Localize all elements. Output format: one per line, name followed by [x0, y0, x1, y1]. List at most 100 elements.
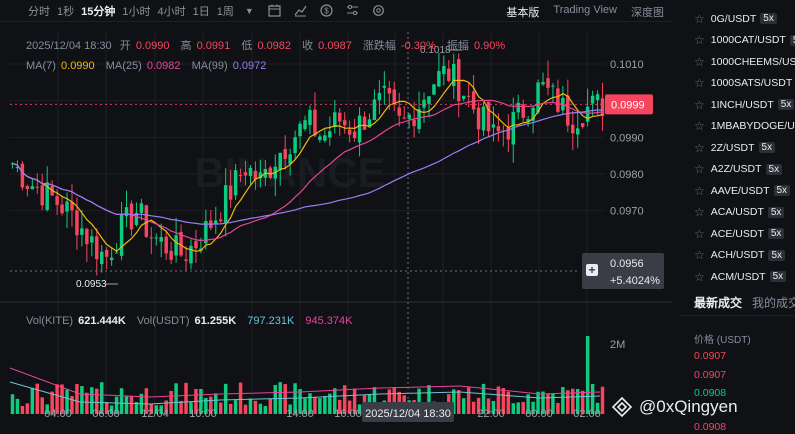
- binance-square-icon: [611, 396, 633, 418]
- candle-body: [45, 182, 49, 210]
- time-tick: 06:00: [92, 408, 120, 420]
- star-icon[interactable]: ☆: [694, 76, 705, 91]
- pair-row[interactable]: ☆ 1MBABYDOGE/USDT: [680, 116, 795, 138]
- volume-bar: [561, 387, 565, 414]
- star-icon[interactable]: ☆: [694, 269, 705, 284]
- star-icon[interactable]: ☆: [694, 33, 705, 48]
- candle-body: [308, 109, 312, 126]
- timeframe-tick[interactable]: 分时: [28, 5, 50, 18]
- vol-ma1-value: 797.231K: [247, 315, 295, 327]
- candle-body: [362, 116, 367, 130]
- view-tradingview[interactable]: Trading View: [553, 4, 617, 16]
- kline-chart[interactable]: BINANCE0.10100.10000.09900.09800.09700.0…: [0, 22, 672, 434]
- volume-bar: [546, 393, 550, 414]
- candle-body: [486, 101, 491, 132]
- pair-row[interactable]: ☆ ACM/USDT 5x: [680, 266, 795, 288]
- candle-body: [179, 231, 183, 256]
- leverage-badge: 5x: [773, 185, 791, 197]
- pair-symbol: ACH/USDT: [710, 249, 765, 262]
- volume-bar: [571, 388, 575, 414]
- ma-info: MA(7) 0.0990 MA(25) 0.0982 MA(99) 0.0972: [26, 60, 266, 72]
- candle-body: [298, 123, 302, 137]
- timeframe-1h[interactable]: 1小时: [122, 5, 151, 18]
- volume-bar: [179, 400, 183, 414]
- candle-body: [461, 95, 466, 99]
- star-icon[interactable]: ☆: [694, 205, 705, 220]
- pair-row[interactable]: ☆ 2Z/USDT 5x: [680, 137, 795, 159]
- view-depth[interactable]: 深度图: [631, 7, 664, 19]
- star-icon[interactable]: ☆: [694, 140, 705, 155]
- candle-body: [85, 229, 89, 245]
- indicator-icon[interactable]: [294, 4, 308, 18]
- time-tick: 22:00: [477, 408, 505, 420]
- candle-body: [184, 259, 188, 261]
- vol-kite-value: 621.444K: [78, 315, 126, 327]
- candle-body: [521, 104, 525, 118]
- timeframe-4h[interactable]: 4小时: [157, 5, 186, 18]
- trade-price: 0.0907: [694, 350, 727, 362]
- crosshair-time-tag: [362, 402, 454, 422]
- star-icon[interactable]: ☆: [694, 119, 705, 134]
- candle-body: [139, 203, 144, 213]
- volume-bar: [491, 400, 496, 414]
- timeframe-1w[interactable]: 1周: [216, 5, 234, 18]
- candle-body: [95, 236, 99, 260]
- tab-my-trades[interactable]: 我的成交: [752, 296, 795, 310]
- ma7-label: MA(7): [26, 60, 56, 72]
- volume-bar: [313, 397, 317, 414]
- volume-bar: [243, 404, 248, 414]
- add-alert-icon: [586, 264, 598, 276]
- timeframe-15m[interactable]: 15分钟: [81, 5, 116, 18]
- pair-row[interactable]: ☆ AAVE/USDT 5x: [680, 180, 795, 202]
- pair-row[interactable]: ☆ ACH/USDT 5x: [680, 245, 795, 267]
- volume-bar: [417, 388, 421, 414]
- pair-row[interactable]: ☆ 0G/USDT 5x: [680, 8, 795, 30]
- amp-value: 0.90%: [473, 40, 506, 52]
- calendar-edit-icon[interactable]: [268, 4, 282, 18]
- volume-bar: [15, 398, 20, 414]
- volume-bar: [114, 396, 119, 414]
- volume-bar: [551, 393, 555, 414]
- volume-bar: [129, 395, 134, 414]
- close-value: 0.0987: [318, 40, 352, 52]
- pair-row[interactable]: ☆ ACE/USDT 5x: [680, 223, 795, 245]
- pair-symbol: A2Z/USDT: [710, 163, 762, 176]
- volume-bar: [387, 389, 392, 414]
- leverage-badge: 5x: [789, 34, 795, 46]
- pair-row[interactable]: ☆ 1INCH/USDT 5x: [680, 94, 795, 116]
- volume-bar: [303, 398, 307, 414]
- low-value: 0.0982: [257, 40, 292, 52]
- pair-row[interactable]: ☆ A2Z/USDT 5x: [680, 159, 795, 181]
- dollar-icon[interactable]: $: [320, 4, 334, 18]
- user-watermark: @0xQingyen: [611, 396, 738, 418]
- volume-bar: [85, 392, 89, 414]
- pair-row[interactable]: ☆ 1000CHEEMS/USDT: [680, 51, 795, 73]
- timeframe-1d[interactable]: 1日: [192, 5, 210, 18]
- candle-body: [169, 250, 173, 260]
- candle-body: [253, 170, 258, 180]
- candle-body: [372, 99, 377, 121]
- timeframe-more-icon[interactable]: ▼: [244, 5, 254, 16]
- candle-body: [238, 175, 243, 177]
- tab-latest-trades[interactable]: 最新成交: [694, 296, 743, 310]
- view-basic[interactable]: 基本版: [506, 7, 540, 19]
- candle-body: [75, 210, 79, 236]
- settings-icon[interactable]: [372, 4, 386, 18]
- candle-body: [442, 65, 446, 75]
- star-icon[interactable]: ☆: [694, 162, 705, 177]
- sliders-icon[interactable]: [346, 4, 360, 18]
- star-icon[interactable]: ☆: [694, 97, 705, 112]
- star-icon[interactable]: ☆: [694, 11, 705, 26]
- star-icon[interactable]: ☆: [694, 54, 705, 69]
- candle-body: [70, 202, 74, 211]
- volume-bar: [104, 401, 109, 414]
- star-icon[interactable]: ☆: [694, 183, 705, 198]
- pair-row[interactable]: ☆ ACA/USDT 5x: [680, 202, 795, 224]
- volume-bar: [25, 403, 30, 414]
- star-icon[interactable]: ☆: [694, 226, 705, 241]
- star-icon[interactable]: ☆: [694, 248, 705, 263]
- chart-canvas[interactable]: BINANCE0.10100.10000.09900.09800.09700.0…: [0, 22, 672, 434]
- timeframe-1s[interactable]: 1秒: [57, 5, 75, 18]
